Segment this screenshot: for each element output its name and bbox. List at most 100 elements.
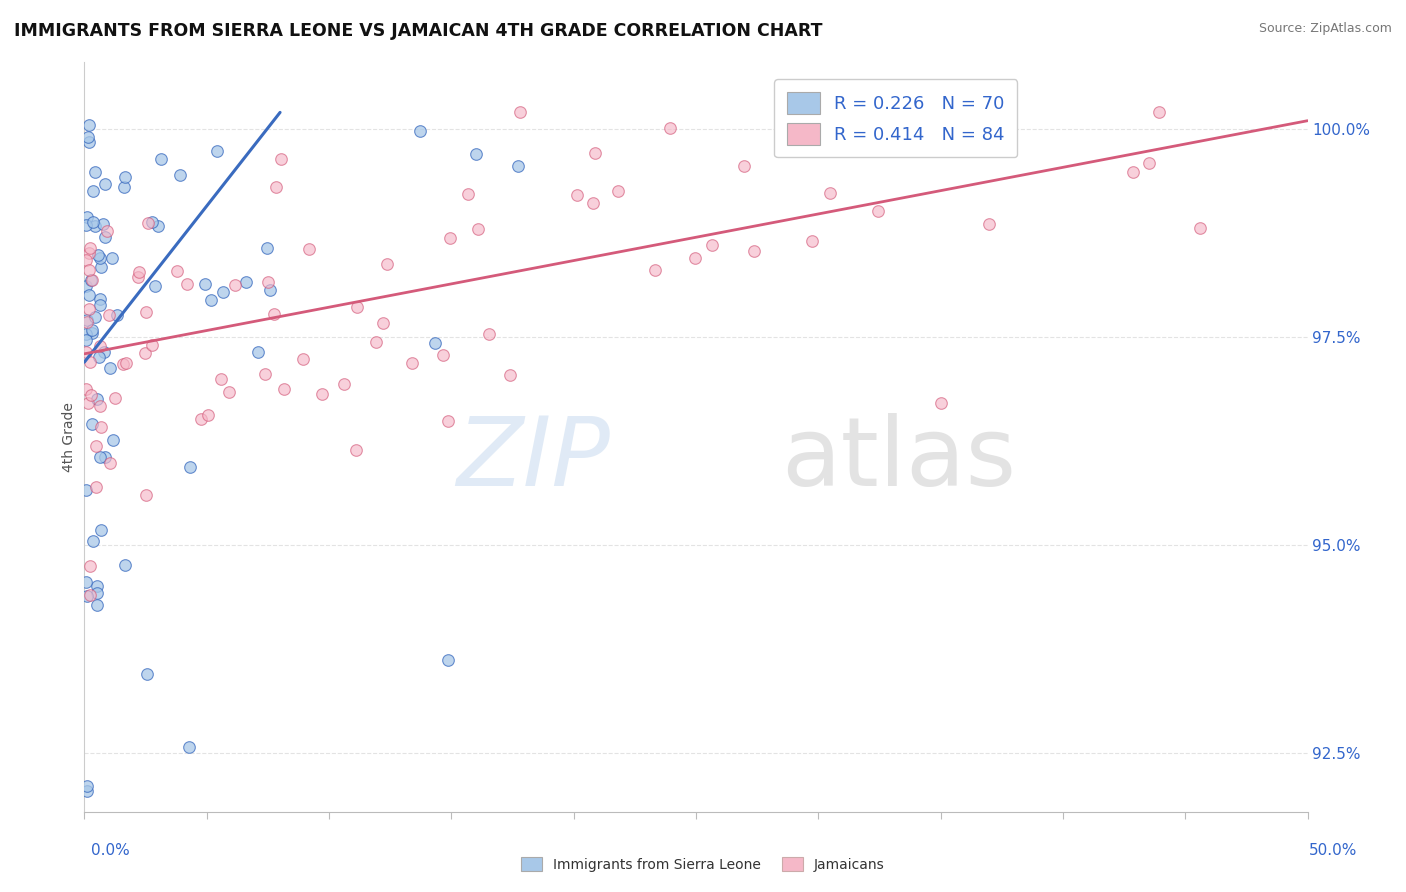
Point bbox=[87, 247, 110, 261]
Point bbox=[311, 387, 333, 401]
Point bbox=[801, 234, 824, 248]
Point bbox=[93, 450, 115, 464]
Point bbox=[114, 558, 136, 572]
Point bbox=[1147, 105, 1170, 120]
Y-axis label: 4th Grade: 4th Grade bbox=[62, 402, 76, 472]
Point bbox=[76, 313, 98, 327]
Point bbox=[498, 368, 520, 382]
Point bbox=[112, 179, 135, 194]
Point bbox=[89, 399, 111, 413]
Point bbox=[246, 344, 269, 359]
Point bbox=[77, 130, 100, 145]
Point bbox=[76, 589, 98, 603]
Point bbox=[291, 351, 314, 366]
Text: atlas: atlas bbox=[782, 413, 1017, 506]
Point bbox=[830, 138, 852, 153]
Point bbox=[141, 338, 163, 352]
Point bbox=[86, 579, 108, 593]
Point bbox=[437, 414, 460, 428]
Point bbox=[607, 185, 630, 199]
Point bbox=[104, 391, 127, 405]
Point bbox=[866, 203, 889, 218]
Point bbox=[179, 459, 201, 474]
Point bbox=[79, 558, 101, 573]
Point bbox=[136, 667, 159, 681]
Point bbox=[928, 105, 950, 120]
Point bbox=[146, 219, 169, 233]
Point bbox=[89, 298, 111, 312]
Point bbox=[135, 304, 157, 318]
Point bbox=[75, 279, 97, 293]
Point bbox=[82, 215, 104, 229]
Point bbox=[128, 265, 150, 279]
Point bbox=[80, 273, 103, 287]
Point bbox=[583, 145, 606, 160]
Point bbox=[76, 315, 98, 329]
Point bbox=[256, 275, 278, 289]
Point bbox=[101, 433, 124, 447]
Point bbox=[425, 336, 447, 351]
Point bbox=[224, 277, 246, 292]
Point bbox=[346, 300, 368, 314]
Point bbox=[76, 211, 98, 225]
Point bbox=[375, 257, 398, 271]
Point bbox=[75, 326, 97, 341]
Point bbox=[82, 184, 104, 198]
Point bbox=[437, 653, 460, 667]
Point bbox=[177, 739, 200, 754]
Point bbox=[93, 230, 115, 244]
Point bbox=[76, 396, 98, 410]
Point bbox=[700, 238, 723, 252]
Legend: Immigrants from Sierra Leone, Jamaicans: Immigrants from Sierra Leone, Jamaicans bbox=[517, 853, 889, 876]
Point bbox=[209, 372, 232, 386]
Point bbox=[79, 354, 101, 368]
Point bbox=[101, 251, 124, 265]
Point bbox=[644, 263, 666, 277]
Point bbox=[80, 323, 103, 337]
Point bbox=[77, 246, 100, 260]
Point bbox=[211, 285, 233, 299]
Point bbox=[80, 273, 103, 287]
Point bbox=[79, 588, 101, 602]
Text: 50.0%: 50.0% bbox=[1309, 843, 1357, 858]
Point bbox=[149, 152, 172, 166]
Point bbox=[176, 277, 198, 291]
Point bbox=[75, 253, 97, 268]
Point bbox=[683, 251, 706, 265]
Point bbox=[77, 288, 100, 302]
Point bbox=[401, 356, 423, 370]
Point bbox=[263, 307, 285, 321]
Point bbox=[1122, 165, 1144, 179]
Point bbox=[93, 217, 115, 231]
Point bbox=[105, 308, 128, 322]
Point bbox=[194, 277, 217, 292]
Point bbox=[409, 124, 432, 138]
Point bbox=[75, 382, 97, 396]
Point bbox=[90, 260, 112, 274]
Point bbox=[169, 168, 191, 182]
Text: 0.0%: 0.0% bbox=[91, 843, 131, 858]
Point bbox=[1137, 156, 1160, 170]
Point bbox=[565, 188, 588, 202]
Point bbox=[659, 120, 682, 135]
Point bbox=[83, 219, 105, 233]
Point bbox=[467, 222, 489, 236]
Point bbox=[100, 456, 122, 470]
Point bbox=[364, 334, 387, 349]
Point bbox=[84, 480, 107, 494]
Text: ZIP: ZIP bbox=[457, 413, 610, 506]
Point bbox=[89, 292, 111, 306]
Point bbox=[135, 488, 157, 502]
Point bbox=[127, 270, 149, 285]
Point bbox=[75, 218, 97, 232]
Point bbox=[80, 417, 103, 431]
Point bbox=[190, 412, 212, 426]
Point bbox=[464, 147, 486, 161]
Point bbox=[235, 275, 257, 289]
Point bbox=[77, 135, 100, 149]
Point bbox=[205, 145, 228, 159]
Point bbox=[166, 264, 188, 278]
Point bbox=[94, 177, 117, 191]
Point bbox=[373, 316, 395, 330]
Point bbox=[582, 196, 605, 211]
